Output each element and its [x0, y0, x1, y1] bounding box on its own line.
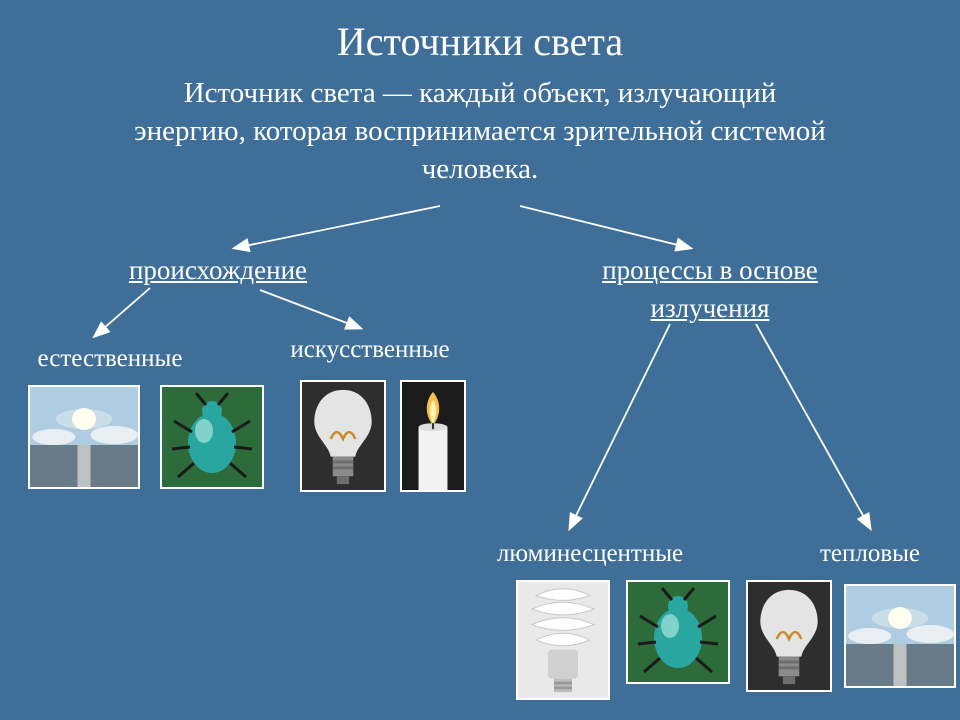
slide-title: Источники света: [0, 18, 960, 65]
thumb-beetle-icon: [626, 580, 730, 684]
node-process-line2: излучения: [460, 293, 960, 324]
thumb-cfl-icon: [516, 580, 610, 700]
thumb-sun-icon: [28, 385, 140, 489]
thumb-candle-icon: [400, 380, 466, 492]
node-process-line1: процессы в основе: [460, 255, 960, 286]
slide: { "background_color": "#3f6f99", "text_c…: [0, 0, 960, 720]
thumb-sun-icon: [844, 584, 956, 688]
node-origin: происхождение: [0, 255, 468, 286]
thumb-beetle-icon: [160, 385, 264, 489]
node-thermal: тепловые: [620, 540, 960, 568]
slide-subtitle: Источник света — каждый объект, излучающ…: [0, 74, 960, 188]
thumb-bulb-icon: [300, 380, 386, 492]
node-artificial: искусственные: [120, 336, 620, 364]
thumb-bulb-icon: [746, 580, 832, 692]
